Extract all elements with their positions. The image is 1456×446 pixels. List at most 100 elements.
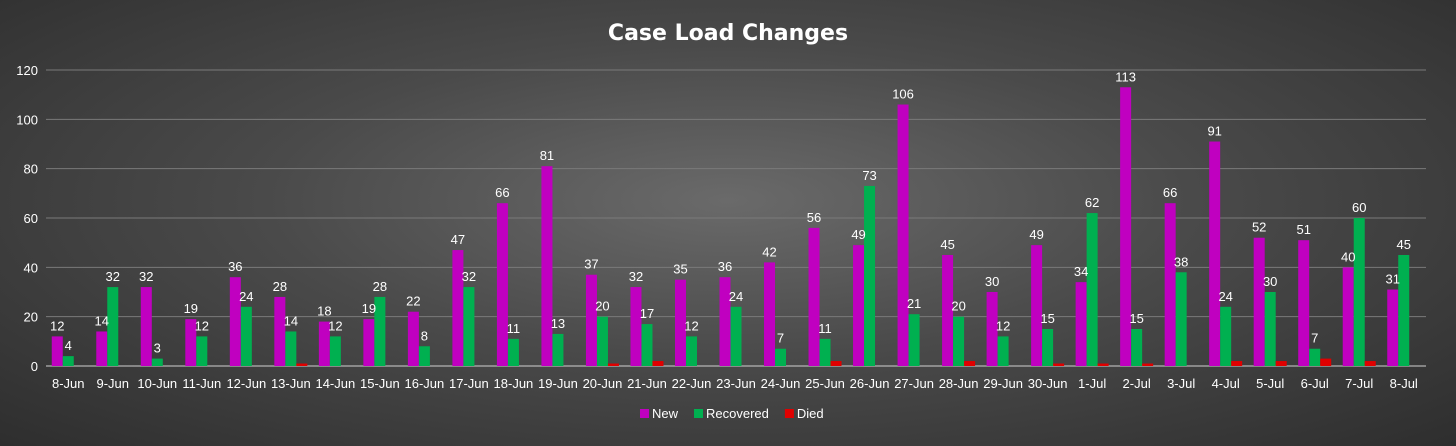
y-tick-label: 80 <box>24 162 38 177</box>
bar-new <box>719 277 731 366</box>
data-label-recovered: 15 <box>1129 311 1143 326</box>
data-label-new: 18 <box>317 304 331 319</box>
bar-new <box>1342 267 1354 366</box>
data-label-recovered: 24 <box>239 289 253 304</box>
bar-new <box>1164 203 1176 366</box>
data-label-recovered: 7 <box>777 331 784 346</box>
data-label-new: 12 <box>50 318 64 333</box>
data-label-new: 35 <box>673 262 687 277</box>
bar-new <box>96 331 108 366</box>
bar-recovered <box>62 356 74 366</box>
bar-new <box>986 292 998 366</box>
x-tick-label: 12-Jun <box>226 376 266 391</box>
bar-recovered <box>1353 218 1365 366</box>
data-label-recovered: 24 <box>1218 289 1232 304</box>
x-tick-label: 15-Jun <box>360 376 400 391</box>
data-label-recovered: 62 <box>1085 195 1099 210</box>
x-tick-label: 23-Jun <box>716 376 756 391</box>
data-label-recovered: 30 <box>1263 274 1277 289</box>
x-tick-label: 8-Jul <box>1390 376 1418 391</box>
data-label-new: 51 <box>1296 222 1310 237</box>
data-label-new: 28 <box>273 279 287 294</box>
bar-new <box>1298 240 1310 366</box>
y-tick-label: 40 <box>24 260 38 275</box>
bar-new <box>764 262 776 366</box>
bar-died <box>607 363 619 366</box>
bar-new <box>363 319 375 366</box>
y-tick-label: 0 <box>31 359 38 374</box>
bar-recovered <box>864 185 876 366</box>
bar-recovered <box>418 346 430 366</box>
bar-recovered <box>463 287 475 366</box>
bar-recovered <box>1398 255 1410 366</box>
data-label-new: 40 <box>1341 249 1355 264</box>
bar-new <box>140 287 152 366</box>
bar-recovered <box>596 316 608 366</box>
bar-new <box>1031 245 1043 366</box>
x-tick-label: 19-Jun <box>538 376 578 391</box>
bar-died <box>1142 363 1154 366</box>
x-tick-label: 21-Jun <box>627 376 667 391</box>
data-label-recovered: 12 <box>195 318 209 333</box>
bar-died <box>1364 361 1376 366</box>
bar-new <box>1387 289 1399 366</box>
data-label-new: 32 <box>629 269 643 284</box>
bar-new <box>541 166 553 366</box>
x-tick-label: 11-Jun <box>182 376 221 391</box>
legend-swatch-new <box>640 409 649 418</box>
bar-recovered <box>1131 329 1143 366</box>
bar-died <box>652 361 664 366</box>
data-label-new: 56 <box>807 210 821 225</box>
bar-recovered <box>908 314 920 366</box>
x-tick-label: 27-Jun <box>894 376 934 391</box>
x-tick-label: 8-Jun <box>52 376 85 391</box>
bar-new <box>853 245 865 366</box>
bar-died <box>1053 363 1065 366</box>
bar-recovered <box>1042 329 1054 366</box>
x-tick-label: 10-Jun <box>137 376 177 391</box>
bar-new <box>1209 141 1221 366</box>
data-label-recovered: 28 <box>373 279 387 294</box>
x-tick-label: 17-Jun <box>449 376 489 391</box>
data-label-recovered: 3 <box>154 341 161 356</box>
x-tick-label: 4-Jul <box>1212 376 1240 391</box>
legend-label-recovered: Recovered <box>706 406 769 421</box>
data-label-new: 19 <box>184 301 198 316</box>
data-label-recovered: 17 <box>640 306 654 321</box>
bar-recovered <box>953 316 965 366</box>
bar-new <box>452 250 464 366</box>
bar-new <box>942 255 954 366</box>
x-tick-label: 1-Jul <box>1078 376 1106 391</box>
bar-recovered <box>507 338 519 366</box>
data-label-new: 30 <box>985 274 999 289</box>
bar-new <box>496 203 508 366</box>
data-label-new: 14 <box>95 313 109 328</box>
data-label-new: 81 <box>540 148 554 163</box>
data-label-new: 52 <box>1252 220 1266 235</box>
bar-recovered <box>196 336 208 366</box>
data-label-recovered: 38 <box>1174 254 1188 269</box>
legend: New Recovered Died <box>640 406 824 421</box>
data-label-new: 49 <box>851 227 865 242</box>
y-axis-ticks: 0 20 40 60 80 100 120 <box>16 63 38 374</box>
bar-new <box>318 321 330 366</box>
data-label-recovered: 15 <box>1040 311 1054 326</box>
data-label-new: 36 <box>718 259 732 274</box>
legend-label-died: Died <box>797 406 824 421</box>
legend-label-new: New <box>652 406 679 421</box>
bar-new <box>51 336 63 366</box>
bar-recovered <box>641 324 653 366</box>
bar-recovered <box>1264 292 1276 366</box>
bars <box>51 87 1410 367</box>
bar-recovered <box>107 287 119 366</box>
bar-new <box>274 296 286 366</box>
data-label-recovered: 12 <box>996 318 1010 333</box>
bar-new <box>185 319 197 366</box>
data-label-recovered: 20 <box>951 299 965 314</box>
data-label-new: 34 <box>1074 264 1088 279</box>
data-label-recovered: 32 <box>462 269 476 284</box>
data-label-recovered: 13 <box>551 316 565 331</box>
